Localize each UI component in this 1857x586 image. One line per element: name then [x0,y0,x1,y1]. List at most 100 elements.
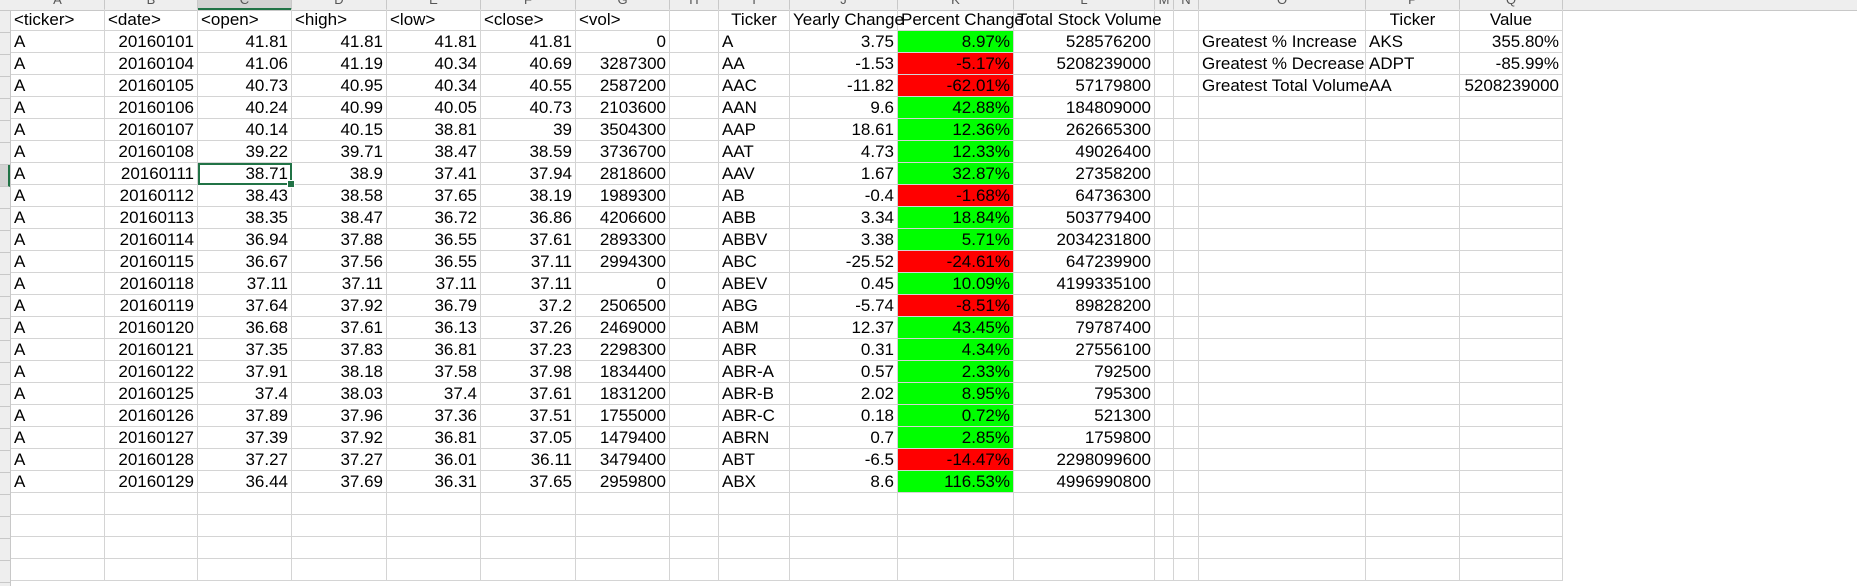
cell[interactable] [670,537,719,559]
cell[interactable] [1366,361,1460,383]
percent-change-cell[interactable]: 43.45% [898,317,1014,339]
column-title-cell[interactable]: Yearly Change [790,9,904,31]
row-header[interactable] [0,275,10,297]
cell[interactable] [11,537,105,559]
value-cell[interactable]: 38.03 [292,383,387,405]
row-header[interactable] [0,33,10,55]
cell[interactable] [1460,405,1563,427]
selected-cell[interactable]: 38.71 [198,163,295,188]
value-cell[interactable]: 3479400 [576,449,670,471]
total-volume-cell[interactable]: 1759800 [1014,427,1155,449]
cell[interactable] [1155,515,1174,537]
greatest-label-cell[interactable]: Greatest % Increase [1199,31,1366,53]
cell[interactable] [11,515,105,537]
cell[interactable] [1155,141,1174,163]
summary-ticker-cell[interactable]: ABRN [719,427,790,449]
value-cell[interactable]: 2298300 [576,339,670,361]
value-cell[interactable]: 37.83 [292,339,387,361]
cell[interactable] [1366,163,1460,185]
cell[interactable] [1366,185,1460,207]
summary-ticker-cell[interactable]: ABR-C [719,405,790,427]
total-volume-cell[interactable]: 27556100 [1014,339,1155,361]
value-cell[interactable]: 41.81 [198,31,292,53]
cell[interactable] [898,515,1014,537]
value-cell[interactable]: 37.39 [198,427,292,449]
value-cell[interactable]: 20160121 [105,339,198,361]
cell[interactable] [1199,119,1366,141]
value-cell[interactable]: 37.92 [292,427,387,449]
row-header[interactable] [0,77,10,99]
cell[interactable] [1155,53,1174,75]
cell[interactable] [1460,339,1563,361]
value-cell[interactable]: 39 [481,119,576,141]
cell[interactable] [481,559,576,581]
cell[interactable] [11,559,105,581]
column-title-cell[interactable]: Total Stock Volume [1014,9,1162,31]
ticker-cell[interactable]: A [11,97,105,119]
total-volume-cell[interactable]: 4996990800 [1014,471,1155,493]
cell[interactable] [1174,53,1199,75]
value-cell[interactable]: 1834400 [576,361,670,383]
value-cell[interactable]: 37.94 [481,163,576,185]
value-cell[interactable]: 38.35 [198,207,292,229]
ticker-cell[interactable]: A [11,295,105,317]
cell[interactable] [1155,207,1174,229]
ticker-cell[interactable]: A [11,361,105,383]
cell[interactable] [1460,361,1563,383]
cell[interactable] [1460,493,1563,515]
cell[interactable] [719,537,790,559]
cell[interactable] [670,361,719,383]
value-cell[interactable]: 37.11 [481,251,576,273]
total-volume-cell[interactable]: 4199335100 [1014,273,1155,295]
row-header[interactable] [0,11,10,33]
total-volume-cell[interactable]: 57179800 [1014,75,1155,97]
cell[interactable] [105,515,198,537]
row-header[interactable] [0,363,10,385]
cell[interactable] [1174,427,1199,449]
yearly-change-cell[interactable]: 18.61 [790,119,898,141]
column-header[interactable]: G [576,0,670,10]
cell[interactable] [1460,119,1563,141]
value-cell[interactable]: 36.86 [481,207,576,229]
row-header[interactable] [0,99,10,121]
cell[interactable] [1155,295,1174,317]
value-cell[interactable]: 36.55 [387,229,481,251]
cell[interactable] [1174,229,1199,251]
row-header[interactable] [0,231,10,253]
summary-ticker-cell[interactable]: ABT [719,449,790,471]
value-cell[interactable]: 3736700 [576,141,670,163]
value-cell[interactable]: 40.15 [292,119,387,141]
cell[interactable] [1155,493,1174,515]
summary-ticker-cell[interactable]: AAP [719,119,790,141]
row-header[interactable] [0,539,10,561]
total-volume-cell[interactable]: 528576200 [1014,31,1155,53]
row-header[interactable] [0,143,10,165]
value-cell[interactable]: 37.61 [292,317,387,339]
column-title-cell[interactable]: <vol> [576,9,670,31]
cell[interactable] [292,493,387,515]
percent-change-cell[interactable]: -24.61% [898,251,1014,273]
total-volume-cell[interactable]: 503779400 [1014,207,1155,229]
value-cell[interactable]: 36.31 [387,471,481,493]
value-cell[interactable]: 20160120 [105,317,198,339]
value-cell[interactable]: 20160118 [105,273,198,295]
cell[interactable] [481,537,576,559]
cell[interactable] [481,493,576,515]
cell[interactable] [1366,141,1460,163]
cell[interactable] [670,141,719,163]
cell[interactable] [1174,119,1199,141]
value-cell[interactable]: 3504300 [576,119,670,141]
cell[interactable] [292,515,387,537]
value-cell[interactable]: 41.81 [387,31,481,53]
value-cell[interactable]: 36.11 [481,449,576,471]
cell[interactable] [670,53,719,75]
cell[interactable] [670,427,719,449]
value-cell[interactable]: 2959800 [576,471,670,493]
column-header[interactable]: O [1199,0,1366,10]
percent-change-cell[interactable]: -62.01% [898,75,1014,97]
cell[interactable] [790,493,898,515]
percent-change-cell[interactable]: -14.47% [898,449,1014,471]
cell[interactable] [1460,471,1563,493]
cell[interactable] [1366,449,1460,471]
cell[interactable] [198,559,292,581]
